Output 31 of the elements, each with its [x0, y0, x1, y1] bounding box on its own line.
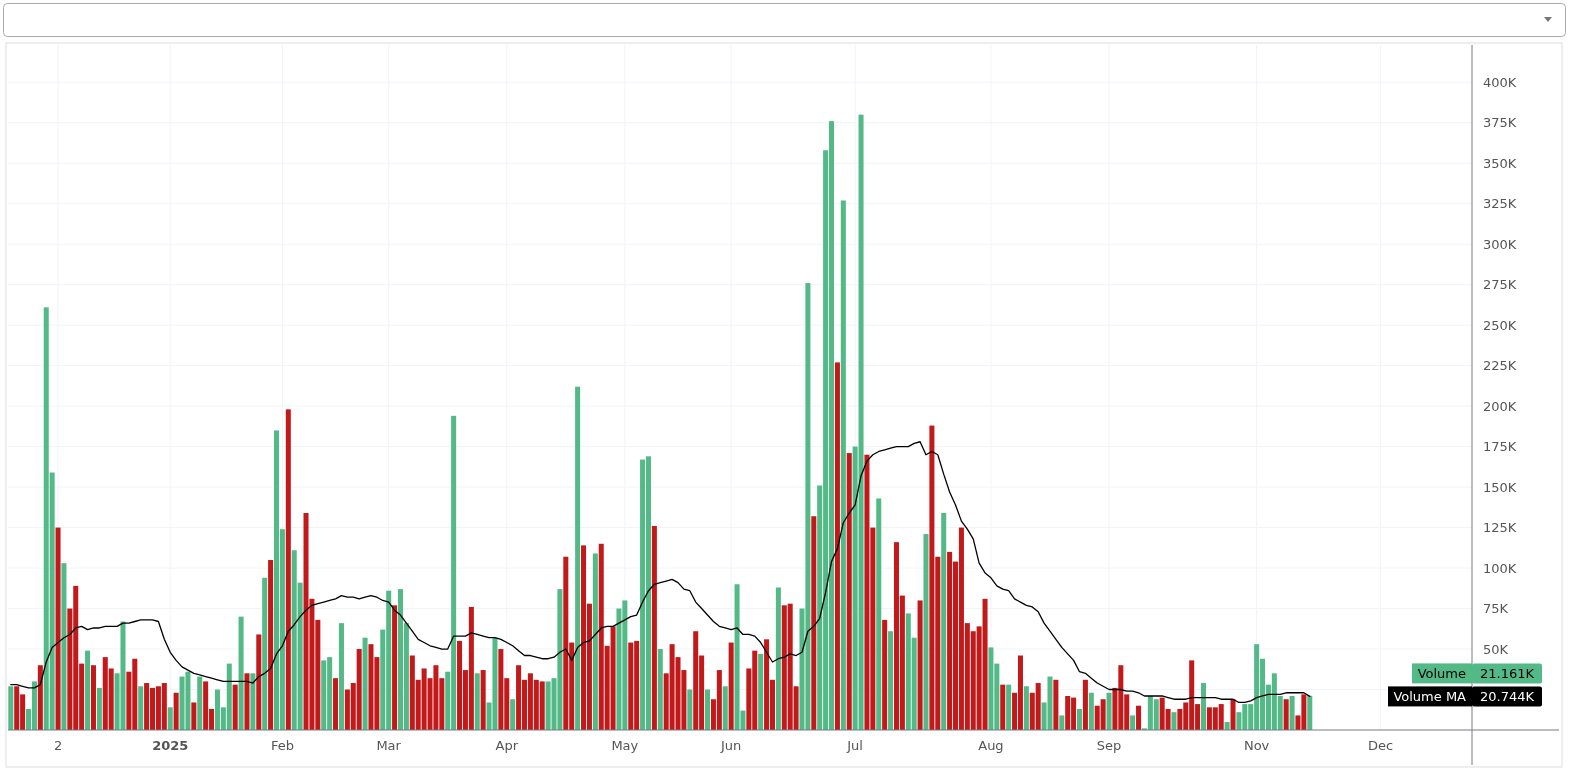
x-tick-label: Aug [978, 738, 1004, 753]
y-tick-label: 200K [1483, 398, 1517, 414]
x-tick-label: 2025 [152, 738, 189, 753]
y-tick-label: 125K [1483, 520, 1517, 536]
x-tick-label: Feb [270, 738, 294, 753]
x-tick-label: Jul [846, 738, 863, 753]
x-tick-label: Sep [1096, 738, 1122, 753]
y-tick-label: 100K [1483, 560, 1517, 576]
x-tick-label: Dec [1368, 738, 1394, 753]
text: 20.744K [1479, 688, 1535, 704]
y-tick-label: 300K [1483, 236, 1517, 252]
x-tick-label: Apr [495, 738, 519, 753]
y-tick-label: 75K [1483, 601, 1509, 617]
y-tick-label: 250K [1483, 317, 1517, 333]
x-tick-label: Jun [719, 738, 742, 753]
y-tick-label: 225K [1483, 358, 1517, 374]
y-tick-label: 350K [1483, 155, 1517, 171]
y-tick-label: 375K [1483, 115, 1517, 131]
y-tick-label: 50K [1483, 641, 1509, 657]
y-tick-label: 150K [1483, 479, 1517, 495]
y-tick-label: 325K [1483, 196, 1517, 212]
y-tick-label: 275K [1483, 277, 1517, 293]
x-tick-label: Mar [376, 738, 402, 753]
x-tick-label: Nov [1243, 738, 1270, 753]
y-tick-label: 175K [1483, 439, 1517, 455]
y-tick-label: 400K [1483, 74, 1517, 90]
text: 21.161K [1479, 665, 1535, 681]
x-tick-label: 2 [53, 738, 63, 753]
x-tick-label: May [611, 738, 639, 753]
legend-label: Volume MA [1393, 688, 1467, 704]
legend-label: Volume [1417, 665, 1466, 681]
